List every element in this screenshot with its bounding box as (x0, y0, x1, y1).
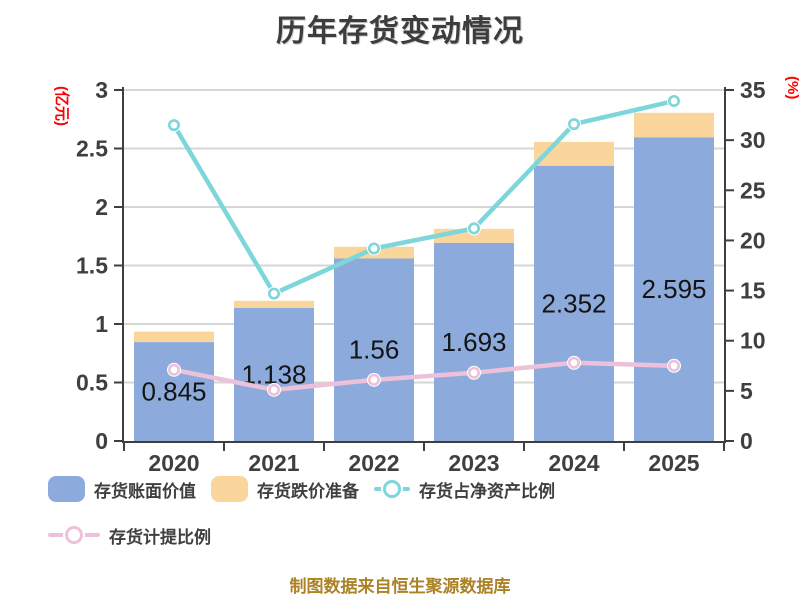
svg-text:15: 15 (740, 278, 766, 304)
line-marker-icon (48, 525, 100, 545)
svg-text:0.845: 0.845 (141, 377, 206, 407)
legend-item-book-value: 存货账面价值 (48, 476, 196, 502)
svg-text:2.5: 2.5 (76, 136, 108, 162)
svg-text:0.5: 0.5 (76, 370, 108, 396)
svg-text:2024: 2024 (548, 450, 599, 475)
chart-title: 历年存货变动情况 (276, 15, 524, 48)
svg-text:2025: 2025 (648, 450, 699, 475)
svg-text:2.352: 2.352 (541, 288, 606, 318)
svg-text:5: 5 (740, 378, 753, 404)
svg-text:30: 30 (740, 127, 766, 153)
svg-text:2021: 2021 (248, 450, 299, 475)
legend-row-1: 存货账面价值 存货跌价准备 存货占净资产比例 (48, 476, 555, 502)
svg-text:0: 0 (95, 428, 108, 454)
legend-item-provision: 存货跌价准备 (211, 476, 359, 502)
svg-text:1.693: 1.693 (441, 327, 506, 357)
chart-legend: 存货账面价值 存货跌价准备 存货占净资产比例 存货计提比例 (48, 476, 555, 548)
svg-text:20: 20 (740, 227, 766, 253)
svg-text:3: 3 (95, 77, 108, 103)
line-marker-icon (374, 479, 410, 499)
svg-text:2020: 2020 (148, 450, 199, 475)
legend-item-provision-ratio: 存货计提比例 (48, 523, 211, 548)
svg-text:2022: 2022 (348, 450, 399, 475)
legend-row-2: 存货计提比例 (48, 522, 555, 548)
data-source-caption: 制图数据来自恒生聚源数据库 (289, 577, 511, 596)
svg-text:1: 1 (95, 311, 108, 337)
bar-swatch-icon (211, 476, 248, 502)
svg-text:2: 2 (95, 194, 108, 220)
bar-swatch-icon (48, 476, 85, 502)
svg-text:1.56: 1.56 (349, 335, 400, 365)
svg-text:1.5: 1.5 (76, 253, 108, 279)
svg-text:35: 35 (740, 77, 766, 103)
legend-label-provision-ratio: 存货计提比例 (109, 527, 211, 547)
svg-text:2.595: 2.595 (641, 274, 706, 304)
legend-label-book-value: 存货账面价值 (94, 481, 196, 501)
legend-label-net-asset-ratio: 存货占净资产比例 (419, 481, 555, 501)
legend-label-provision: 存货跌价准备 (257, 481, 359, 501)
svg-text:25: 25 (740, 177, 766, 203)
legend-item-net-asset-ratio: 存货占净资产比例 (374, 477, 555, 502)
svg-text:10: 10 (740, 328, 766, 354)
svg-text:2023: 2023 (448, 450, 499, 475)
svg-text:0: 0 (740, 428, 753, 454)
